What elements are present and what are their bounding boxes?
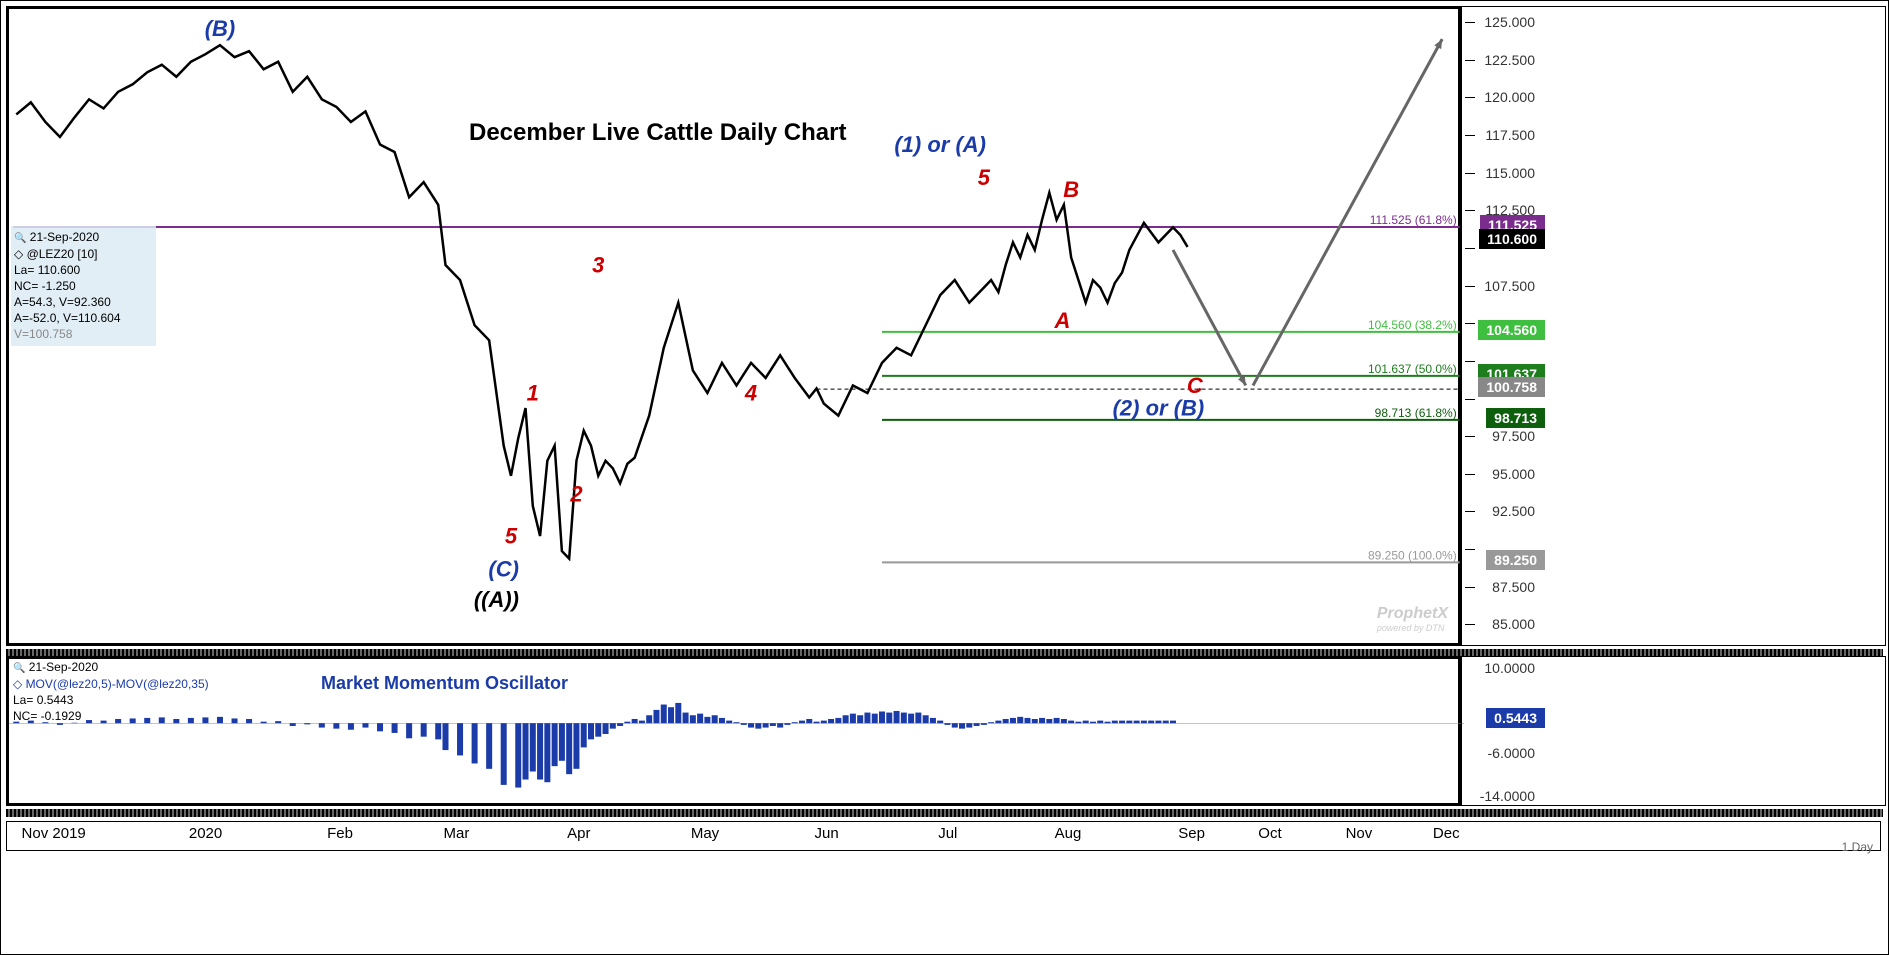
svg-text:C: C <box>1187 373 1204 398</box>
svg-text:(B): (B) <box>205 16 236 41</box>
oscillator-panel[interactable] <box>6 656 1461 806</box>
svg-text:89.250 (100.0%): 89.250 (100.0%) <box>1368 548 1457 562</box>
svg-text:(C): (C) <box>488 557 519 582</box>
period-label: 1 Day <box>1842 840 1873 854</box>
svg-text:(2) or (B): (2) or (B) <box>1113 396 1205 421</box>
svg-text:4: 4 <box>744 381 757 406</box>
svg-text:101.637 (50.0%): 101.637 (50.0%) <box>1368 362 1457 376</box>
svg-text:3: 3 <box>592 253 604 278</box>
svg-text:2: 2 <box>569 481 583 506</box>
oscillator-y-axis: 10.00000.5443-6.0000-14.00000.5443 <box>1461 656 1886 806</box>
price-y-axis: 125.000122.500120.000117.500115.000112.5… <box>1461 6 1886 646</box>
time-x-axis: Nov 20192020FebMarAprMayJunJulAugSepOctN… <box>6 821 1881 851</box>
price-chart-panel[interactable]: 111.525 (61.8%) 104.560 (38.2%) 101.637 (5… <box>6 6 1461 646</box>
oscillator-svg <box>9 659 1464 809</box>
oscillator-title: Market Momentum Oscillator <box>321 673 568 694</box>
oscillator-info-box: 🔍 21-Sep-2020 ◇ MOV(@lez20,5)-MOV(@lez20… <box>13 659 209 724</box>
svg-text:1: 1 <box>527 381 539 406</box>
panel-separator-2 <box>6 809 1883 817</box>
svg-text:(1) or (A): (1) or (A) <box>894 132 986 157</box>
svg-text:((A)): ((A)) <box>474 587 519 612</box>
watermark: ProphetX powered by DTN <box>1377 605 1448 633</box>
price-chart-svg: 111.525 (61.8%) 104.560 (38.2%) 101.637 (5… <box>9 9 1464 649</box>
chart-title: December Live Cattle Daily Chart <box>469 119 846 147</box>
svg-text:111.525 (61.8%): 111.525 (61.8%) <box>1370 213 1457 227</box>
magnify-icon: 🔍 <box>13 663 25 674</box>
svg-text:104.560 (38.2%): 104.560 (38.2%) <box>1368 318 1457 332</box>
quote-info-box: 🔍 21-Sep-2020 ◇ @LEZ20 [10] La= 110.600 … <box>11 226 156 346</box>
svg-text:5: 5 <box>505 524 518 549</box>
chart-container: 111.525 (61.8%) 104.560 (38.2%) 101.637 (5… <box>0 0 1889 955</box>
magnify-icon: 🔍 <box>14 233 26 244</box>
svg-text:5: 5 <box>978 165 991 190</box>
svg-text:B: B <box>1063 177 1079 202</box>
svg-text:A: A <box>1053 308 1070 333</box>
svg-text:98.713 (61.8%): 98.713 (61.8%) <box>1375 406 1457 420</box>
